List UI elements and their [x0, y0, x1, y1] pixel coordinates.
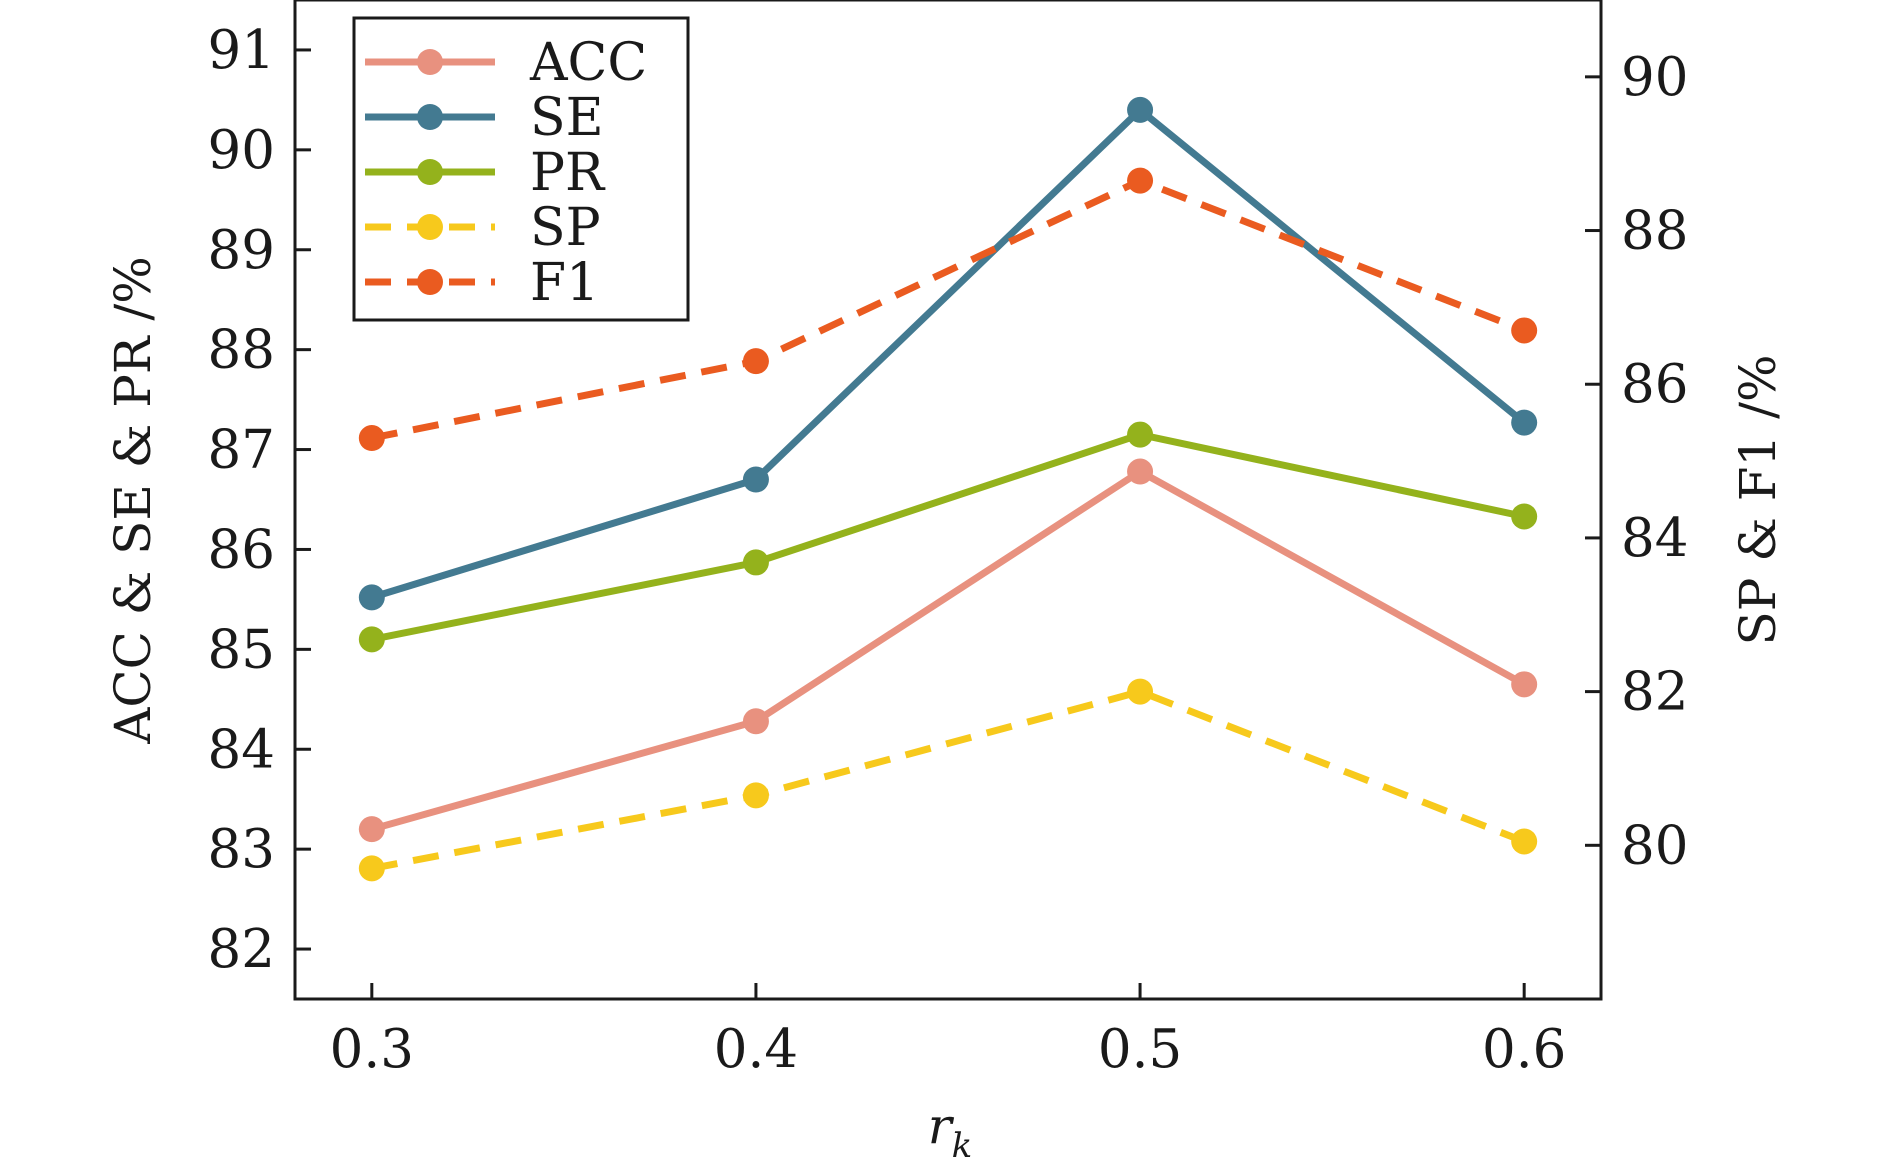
- legend-label-pr: PR: [530, 143, 606, 203]
- x-axis-label-sub: k: [952, 1126, 973, 1166]
- y-axis-label-right: SP & F1 /%: [1729, 355, 1787, 646]
- y-tick-label-left: 88: [208, 320, 275, 381]
- legend-label-se: SE: [530, 88, 604, 148]
- data-point-acc: [1127, 458, 1154, 485]
- data-point-se: [742, 466, 769, 493]
- legend-marker-pr: [417, 159, 443, 185]
- data-point-sp: [742, 782, 769, 809]
- y-tick-label-right: 90: [1621, 47, 1688, 108]
- x-tick-label: 0.4: [714, 1019, 798, 1080]
- y-tick-label-left: 90: [208, 120, 275, 181]
- data-point-sp: [358, 855, 385, 882]
- y-tick-label-left: 86: [208, 519, 275, 580]
- series-line-se: [370, 106, 1527, 601]
- x-axis-label: rk: [928, 1097, 973, 1166]
- data-point-f1: [358, 425, 385, 452]
- y-tick-label-left: 82: [208, 919, 275, 980]
- data-point-pr: [358, 626, 385, 653]
- legend-marker-f1: [417, 269, 443, 295]
- data-point-acc: [1511, 671, 1538, 698]
- y-tick-label-right: 84: [1621, 508, 1688, 569]
- legend-label-sp: SP: [530, 198, 601, 258]
- data-point-acc: [742, 708, 769, 735]
- data-point-pr: [1511, 503, 1538, 530]
- legend-marker-se: [417, 104, 443, 130]
- data-point-se: [1511, 409, 1538, 436]
- y-tick-label-left: 91: [208, 20, 275, 81]
- series-line-pr: [371, 431, 1525, 643]
- plot-frame: [293, 0, 1603, 1001]
- legend-marker-acc: [417, 49, 443, 75]
- y-tick-label-right: 82: [1621, 662, 1688, 723]
- data-point-pr: [1127, 421, 1154, 448]
- data-point-sp: [1127, 678, 1154, 705]
- data-point-sp: [1511, 828, 1538, 855]
- data-point-acc: [358, 816, 385, 843]
- series-line-sp: [371, 688, 1526, 872]
- y-tick-label-left: 83: [208, 819, 275, 880]
- data-point-f1: [742, 348, 769, 375]
- series-line-f1: [371, 177, 1526, 442]
- data-point-se: [358, 584, 385, 611]
- y-tick-label-left: 87: [208, 420, 275, 481]
- y-tick-label-left: 84: [208, 719, 275, 780]
- y-axis-label-left: ACC & SE & PR /%: [104, 256, 162, 745]
- y-tick-label-left: 85: [208, 619, 275, 680]
- x-tick-label: 0.5: [1098, 1019, 1182, 1080]
- legend-label-f1: F1: [530, 253, 599, 313]
- series-line-acc: [370, 468, 1526, 833]
- x-tick-label: 0.3: [330, 1019, 414, 1080]
- legend-label-acc: ACC: [529, 33, 647, 93]
- data-point-f1: [1127, 167, 1154, 194]
- axes-layer: 0.3 0.4 0.5 0.6 82 83 84 85 86 87 88 89 90 91 80 82 84 86…: [208, 20, 1689, 1080]
- y-tick-label-right: 86: [1621, 354, 1688, 415]
- legend-marker-sp: [417, 214, 443, 240]
- data-point-pr: [742, 549, 769, 576]
- y-tick-label-right: 88: [1621, 201, 1688, 262]
- series-layer: [358, 96, 1538, 882]
- y-tick-label-right: 80: [1621, 815, 1688, 876]
- y-tick-label-left: 89: [208, 220, 275, 281]
- data-point-se: [1127, 96, 1154, 123]
- x-axis-label-main: r: [928, 1097, 955, 1155]
- data-point-f1: [1511, 317, 1538, 344]
- x-tick-label: 0.6: [1482, 1019, 1566, 1080]
